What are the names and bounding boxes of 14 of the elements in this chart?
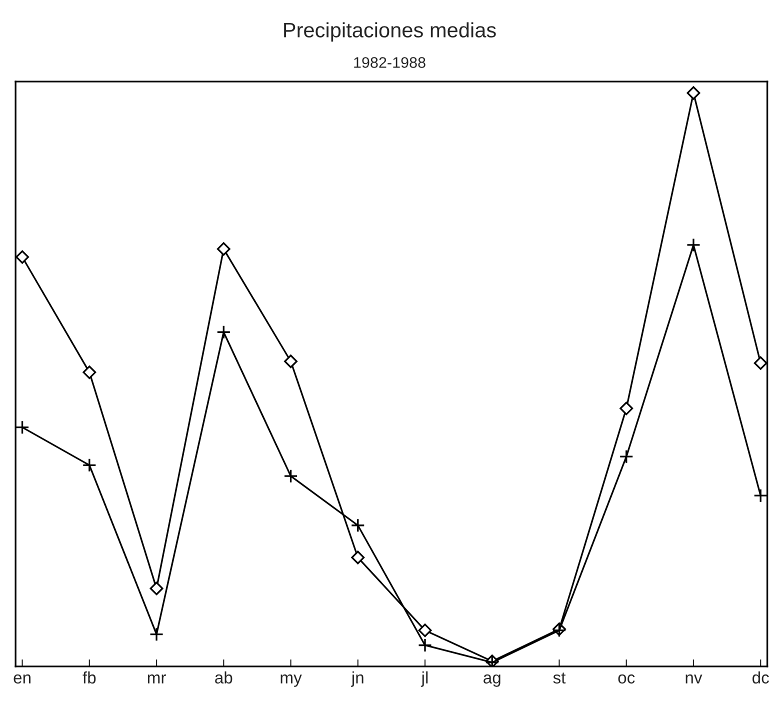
x-tick-label: ag — [484, 674, 500, 687]
x-tick-label: my — [280, 674, 302, 687]
x-tick-label: jl — [420, 671, 428, 687]
chart-title: Precipitaciones medias — [284, 22, 496, 42]
x-tick-label: fb — [82, 671, 96, 684]
x-tick-label: oc — [618, 674, 635, 684]
x-tick-label: st — [553, 672, 566, 684]
x-tick-label: mr — [148, 674, 166, 684]
x-tick-label: dc — [752, 671, 769, 684]
x-tick-label: jn — [350, 671, 364, 687]
x-tick-label: nv — [686, 674, 702, 684]
x-tick-label: en — [14, 674, 30, 684]
x-tick-label: ab — [215, 671, 232, 684]
chart-subtitle: 1982-1988 — [354, 57, 426, 68]
